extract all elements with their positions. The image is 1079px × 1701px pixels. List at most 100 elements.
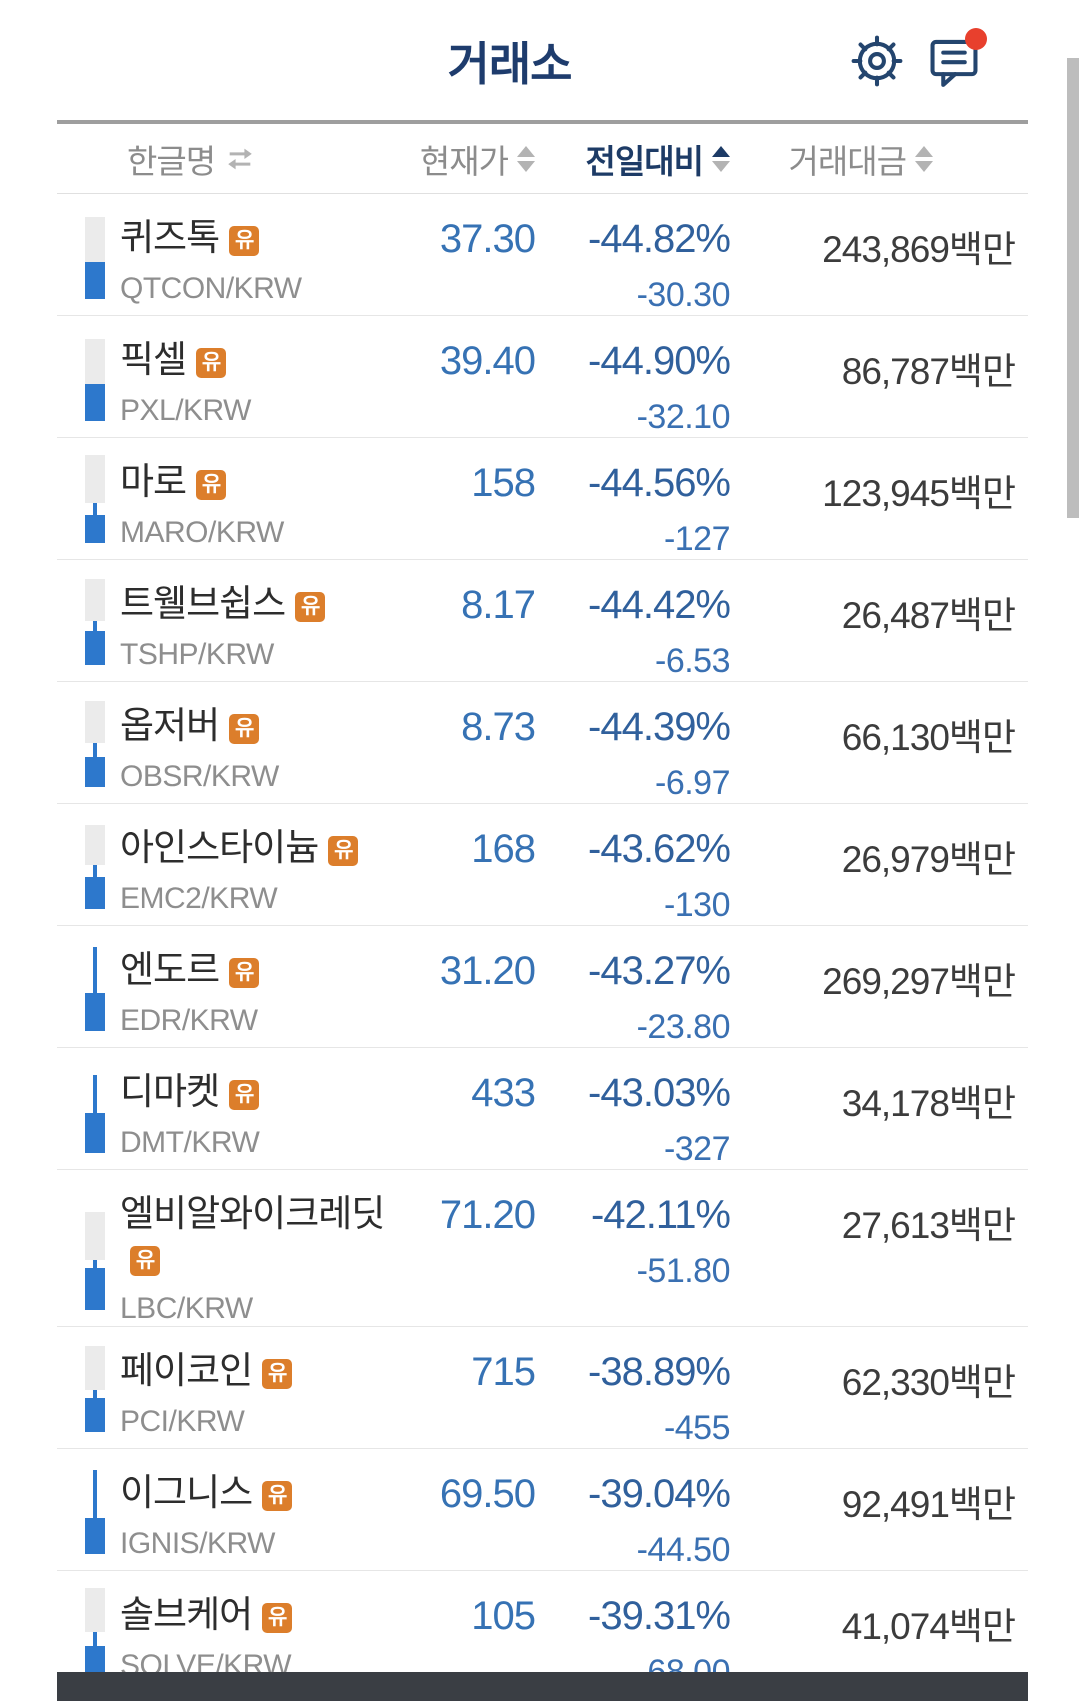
gauge-cell <box>57 701 120 803</box>
coin-row[interactable]: 페이코인 유 PCI/KRW 715 -38.89% -455 62,330백만 <box>57 1327 1028 1449</box>
change-amount: -23.80 <box>636 1008 731 1046</box>
coin-name-cell: 퀴즈톡 유 QTCON/KRW <box>120 214 390 315</box>
change-amount: -130 <box>663 886 731 924</box>
coin-row[interactable]: 디마켓 유 DMT/KRW 433 -43.03% -327 34,178백만 <box>57 1048 1028 1170</box>
change-cell: -43.62% -130 <box>540 824 735 925</box>
gauge-cell <box>57 1588 120 1692</box>
coin-name-cell: 디마켓 유 DMT/KRW <box>120 1068 390 1169</box>
chat-notice-icon <box>925 30 983 92</box>
current-price: 31.20 <box>439 949 536 993</box>
current-price: 168 <box>471 827 536 871</box>
change-cell: -44.82% -30.30 <box>540 214 735 315</box>
change-percent: -43.27% <box>588 949 731 993</box>
trade-volume: 62,330백만 <box>841 1362 1016 1403</box>
coin-row[interactable]: 마로 유 MARO/KRW 158 -44.56% -127 123,945백만 <box>57 438 1028 560</box>
change-amount: -127 <box>663 520 731 558</box>
sort-arrows-icon <box>517 145 535 172</box>
coin-ticker: TSHP/KRW <box>120 638 274 671</box>
coin-name: 이그니스 <box>120 1472 253 1513</box>
gauge-cell <box>57 214 120 315</box>
column-header-change[interactable]: 전일대비 <box>540 135 735 183</box>
caution-badge: 유 <box>295 592 326 622</box>
notice-button[interactable] <box>925 28 987 92</box>
coin-name: 페이코인 <box>120 1350 253 1391</box>
coin-name-cell: 이그니스 유 IGNIS/KRW <box>120 1469 390 1570</box>
trade-volume: 123,945백만 <box>822 473 1016 514</box>
coin-name-cell: 엘비알와이크레딧유 LBC/KRW <box>120 1190 390 1326</box>
coin-row[interactable]: 퀴즈톡 유 QTCON/KRW 37.30 -44.82% -30.30 243,… <box>57 194 1028 316</box>
caution-badge: 유 <box>130 1246 160 1276</box>
coin-row[interactable]: 옵저버 유 OBSR/KRW 8.73 -44.39% -6.97 66,130백… <box>57 682 1028 804</box>
coin-name: 옵저버 <box>120 705 220 746</box>
current-price: 8.73 <box>461 705 536 749</box>
price-range-gauge-icon <box>85 217 105 299</box>
coin-name: 엔도르 <box>120 949 220 990</box>
trade-volume: 269,297백만 <box>822 961 1016 1002</box>
change-amount: -455 <box>663 1409 731 1447</box>
change-amount: -6.53 <box>655 642 731 680</box>
change-percent: -39.31% <box>588 1594 731 1638</box>
price-range-gauge-icon <box>85 947 105 1031</box>
bottom-sheet-edge <box>57 1672 1028 1701</box>
coin-name-cell: 솔브케어 유 SOLVE/KRW <box>120 1591 390 1692</box>
caution-badge: 유 <box>229 958 260 988</box>
price-range-gauge-icon <box>85 455 105 543</box>
gauge-cell <box>57 1068 120 1169</box>
page-title: 거래소 <box>447 38 573 90</box>
price-range-gauge-icon <box>85 1346 105 1432</box>
caution-badge: 유 <box>229 226 260 256</box>
change-amount: -327 <box>663 1130 731 1168</box>
change-percent: -43.62% <box>588 827 731 871</box>
change-amount: -6.97 <box>655 764 731 802</box>
coin-ticker: QTCON/KRW <box>120 272 302 305</box>
coin-row[interactable]: 아인스타이늄 유 EMC2/KRW 168 -43.62% -130 26,979… <box>57 804 1028 926</box>
caution-badge: 유 <box>196 470 227 500</box>
change-cell: -39.04% -44.50 <box>540 1469 735 1570</box>
coin-ticker: EMC2/KRW <box>120 882 278 915</box>
scrollbar-thumb[interactable] <box>1067 58 1079 518</box>
settings-button[interactable] <box>848 30 906 92</box>
price-range-gauge-icon <box>85 1470 105 1554</box>
gauge-cell <box>57 824 120 925</box>
current-price: 39.40 <box>439 339 536 383</box>
change-amount: -30.30 <box>636 276 731 314</box>
gauge-cell <box>57 1346 120 1448</box>
coin-name: 아인스타이늄 <box>120 827 319 868</box>
trade-volume: 26,487백만 <box>841 595 1016 636</box>
trade-volume: 26,979백만 <box>841 839 1016 880</box>
change-percent: -38.89% <box>588 1350 731 1394</box>
coin-name: 디마켓 <box>120 1071 220 1112</box>
coin-list: 퀴즈톡 유 QTCON/KRW 37.30 -44.82% -30.30 243,… <box>0 194 1079 1701</box>
caution-badge: 유 <box>229 714 260 744</box>
coin-ticker: MARO/KRW <box>120 516 284 549</box>
column-header-volume[interactable]: 거래대금 <box>735 135 1028 183</box>
price-range-gauge-icon <box>85 701 105 787</box>
change-percent: -44.56% <box>588 461 731 505</box>
coin-row[interactable]: 엘비알와이크레딧유 LBC/KRW 71.20 -42.11% -51.80 2… <box>57 1170 1028 1327</box>
current-price: 69.50 <box>439 1472 536 1516</box>
change-percent: -44.39% <box>588 705 731 749</box>
gauge-cell <box>57 1190 120 1326</box>
current-price: 158 <box>471 461 536 505</box>
coin-name: 마로 <box>120 461 187 502</box>
change-cell: -44.90% -32.10 <box>540 336 735 437</box>
coin-row[interactable]: 트웰브쉽스 유 TSHP/KRW 8.17 -44.42% -6.53 26,48… <box>57 560 1028 682</box>
coin-name-cell: 픽셀 유 PXL/KRW <box>120 336 390 437</box>
coin-ticker: IGNIS/KRW <box>120 1527 275 1560</box>
current-price: 71.20 <box>439 1193 536 1237</box>
trade-volume: 34,178백만 <box>841 1083 1016 1124</box>
change-amount: -51.80 <box>636 1252 731 1290</box>
column-header-name[interactable]: 한글명 <box>57 135 390 183</box>
coin-row[interactable]: 엔도르 유 EDR/KRW 31.20 -43.27% -23.80 269,29… <box>57 926 1028 1048</box>
coin-row[interactable]: 픽셀 유 PXL/KRW 39.40 -44.90% -32.10 86,787백… <box>57 316 1028 438</box>
coin-ticker: EDR/KRW <box>120 1004 258 1037</box>
coin-row[interactable]: 이그니스 유 IGNIS/KRW 69.50 -39.04% -44.50 92,… <box>57 1449 1028 1571</box>
trade-volume: 92,491백만 <box>841 1484 1016 1525</box>
change-cell: -42.11% -51.80 <box>540 1190 735 1326</box>
coin-name-cell: 트웰브쉽스 유 TSHP/KRW <box>120 580 390 681</box>
change-cell: -44.56% -127 <box>540 458 735 559</box>
gauge-cell <box>57 579 120 681</box>
column-header-price[interactable]: 현재가 <box>390 135 540 183</box>
change-percent: -43.03% <box>588 1071 731 1115</box>
